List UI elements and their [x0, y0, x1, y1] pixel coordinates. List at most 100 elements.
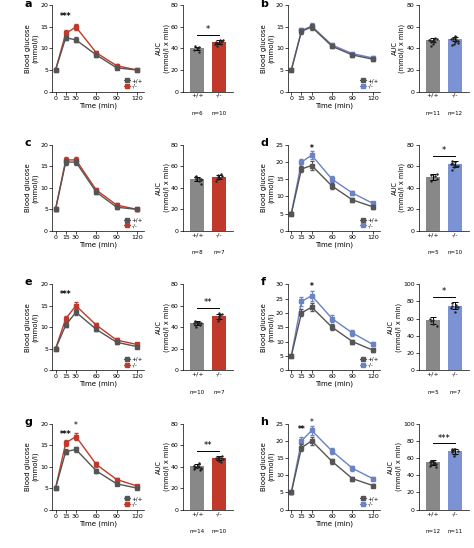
Point [194, 461, 202, 470]
Y-axis label: Blood glucose
(mmol/l): Blood glucose (mmol/l) [25, 163, 39, 212]
Y-axis label: Blood glucose
(mmol/l): Blood glucose (mmol/l) [25, 442, 39, 491]
Point [216, 174, 223, 182]
Point [190, 45, 197, 54]
Point [217, 169, 225, 178]
Text: *: * [206, 25, 210, 34]
Legend: +/+, -/-: +/+, -/- [360, 496, 379, 507]
Point [196, 321, 204, 329]
Point [448, 299, 456, 307]
Point [454, 37, 462, 45]
Y-axis label: AUC
(mmol/l x min): AUC (mmol/l x min) [156, 302, 170, 352]
Point [213, 39, 220, 48]
Point [431, 172, 439, 180]
Text: n=5: n=5 [427, 250, 439, 255]
Y-axis label: AUC
(mmol/l x min): AUC (mmol/l x min) [156, 163, 170, 213]
Text: a: a [25, 0, 32, 9]
Point [215, 312, 223, 321]
Point [196, 459, 203, 468]
Legend: +/+, -/-: +/+, -/- [124, 218, 143, 228]
Point [192, 172, 200, 180]
Point [426, 36, 433, 44]
Bar [426, 40, 440, 92]
Point [450, 33, 457, 42]
Text: *: * [310, 145, 314, 153]
Point [217, 37, 225, 45]
Point [448, 160, 456, 169]
Point [448, 446, 456, 455]
Point [214, 316, 221, 325]
Point [452, 302, 460, 311]
Point [449, 35, 457, 43]
Bar [190, 466, 204, 510]
Text: g: g [25, 416, 33, 427]
Point [453, 162, 460, 171]
Point [194, 44, 202, 53]
Text: *: * [442, 146, 446, 155]
Point [191, 42, 199, 51]
Point [190, 461, 198, 470]
Point [217, 454, 225, 463]
Text: n=10: n=10 [190, 390, 205, 395]
Text: e: e [25, 277, 32, 287]
Point [195, 43, 203, 52]
Bar [448, 306, 462, 370]
Legend: +/+, -/-: +/+, -/- [124, 78, 143, 89]
Text: n=10: n=10 [447, 250, 463, 255]
X-axis label: Time (min): Time (min) [79, 242, 117, 248]
Point [215, 175, 222, 184]
Point [212, 38, 220, 47]
Text: n=6: n=6 [191, 111, 203, 116]
Point [215, 453, 222, 461]
Point [430, 38, 438, 47]
Point [428, 177, 435, 186]
Y-axis label: Blood glucose
(mmol/l): Blood glucose (mmol/l) [261, 303, 274, 352]
Point [451, 163, 458, 172]
Legend: +/+, -/-: +/+, -/- [124, 357, 143, 368]
Point [197, 318, 205, 327]
Text: n=14: n=14 [190, 529, 205, 534]
Point [454, 39, 462, 48]
Point [198, 175, 205, 184]
Point [433, 35, 440, 43]
Text: n=7: n=7 [213, 250, 225, 255]
Point [215, 457, 222, 466]
Point [450, 40, 458, 49]
X-axis label: Time (min): Time (min) [79, 520, 117, 527]
Point [432, 460, 440, 469]
Point [212, 454, 220, 463]
Point [216, 39, 223, 48]
Point [448, 448, 456, 456]
Point [427, 170, 435, 179]
Point [448, 301, 456, 310]
Point [430, 459, 438, 467]
Point [212, 177, 220, 186]
Point [218, 452, 226, 460]
Point [214, 173, 222, 181]
Point [192, 175, 200, 184]
Point [195, 174, 203, 182]
Point [450, 452, 458, 461]
Text: ***: *** [60, 290, 72, 299]
Point [216, 313, 223, 322]
Point [449, 446, 457, 455]
Point [218, 37, 226, 45]
Text: ***: *** [60, 12, 72, 20]
Text: **: ** [204, 441, 212, 450]
Point [452, 36, 460, 44]
Bar [212, 177, 227, 231]
Point [193, 44, 201, 53]
Text: n=11: n=11 [426, 111, 441, 116]
Point [447, 35, 455, 43]
Point [428, 460, 435, 469]
Point [430, 459, 438, 467]
Text: ***: *** [60, 430, 72, 438]
Text: *: * [310, 282, 314, 292]
Text: b: b [260, 0, 268, 9]
Point [191, 173, 199, 181]
Text: n=7: n=7 [449, 390, 461, 395]
Point [191, 463, 199, 472]
Point [430, 459, 438, 467]
Point [429, 319, 437, 328]
Point [192, 317, 200, 326]
Bar [190, 323, 204, 370]
